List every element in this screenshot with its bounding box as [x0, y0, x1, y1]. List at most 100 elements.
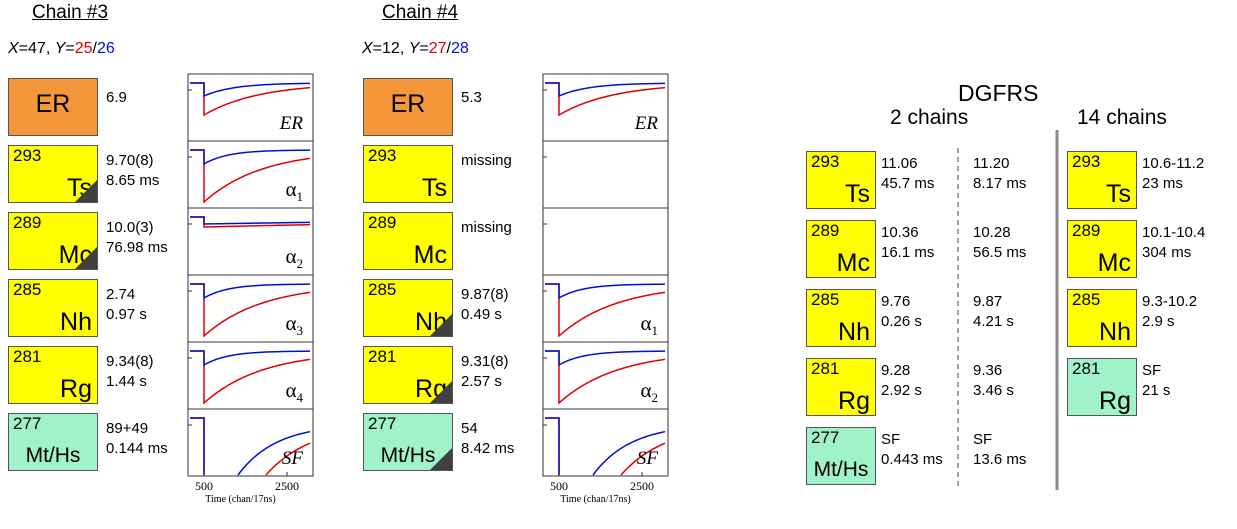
decay-time: 8.42 ms — [461, 440, 515, 457]
trace-panel-4: α3 — [187, 274, 314, 343]
chain4-nucleus-box-6: 277 Mt/Hs — [363, 413, 453, 471]
decay-energy: missing — [461, 152, 512, 169]
dgfrs-title: DGFRS — [958, 80, 1039, 106]
dgfrs-chain1-energy: SF — [881, 431, 901, 448]
mass-number: 277 — [811, 428, 840, 447]
chain4-nucleus-box-4: 285 Nh — [363, 279, 453, 337]
dgfrs-chain1-energy: 9.76 — [881, 293, 911, 310]
element-symbol: Mt/Hs — [813, 458, 869, 481]
corner-triangle-icon — [75, 247, 97, 269]
chain3-nucleus-box-3: 289 Mc — [8, 212, 98, 270]
mass-number: 293 — [368, 146, 397, 165]
trace-panel-6: SF — [187, 408, 314, 477]
trace-blue — [190, 283, 311, 300]
y-red-value: 27 — [428, 40, 447, 57]
trace-label-subscript: 4 — [297, 390, 304, 405]
decay-time: 0.144 ms — [106, 440, 168, 457]
chain3-nucleus-box-1: ER — [8, 78, 98, 136]
trace-blue-rise — [237, 430, 311, 476]
trace-label-subscript: 2 — [297, 256, 304, 271]
dgfrs-chain1-time: 2.92 s — [881, 382, 922, 399]
y-eq: = — [419, 40, 429, 57]
trace-blue — [190, 82, 311, 98]
chain4-nucleus-box-5: 281 Rg — [363, 346, 453, 404]
decay-energy: 9.70(8) — [106, 152, 154, 169]
corner-triangle-icon — [430, 381, 452, 403]
y-eq: = — [65, 40, 75, 57]
decay-time: 8.65 ms — [106, 172, 160, 189]
mass-number: 293 — [13, 146, 42, 165]
trace-blue-step — [545, 417, 560, 475]
element-symbol: Nh — [60, 308, 92, 336]
element-symbol: Ts — [845, 180, 870, 208]
element-symbol: ER — [390, 90, 426, 118]
trace-frame — [542, 140, 669, 209]
x-tick-label: 500 — [195, 479, 213, 493]
dgfrs-chain1-energy: 9.28 — [881, 362, 911, 379]
y-slash: / — [446, 40, 451, 57]
mass-number: 293 — [811, 152, 840, 171]
chain3-title: Chain #3 — [32, 2, 109, 23]
x-value: =47, — [18, 40, 55, 57]
dgfrs-nucleus-box-2: 289 Mc — [806, 220, 876, 278]
trace-panel-3 — [542, 207, 669, 276]
dgfrs-chain1-time: 0.443 ms — [881, 451, 943, 468]
dgfrs-14chain-time: 23 ms — [1142, 175, 1183, 192]
trace-blue — [545, 350, 666, 367]
y-blue-value: 26 — [96, 40, 115, 57]
dgfrs-14chain-time: 21 s — [1142, 382, 1171, 399]
decay-time: 1.44 s — [106, 373, 147, 390]
dgfrs-nucleus-box-3: 285 Nh — [806, 289, 876, 347]
element-symbol: Nh — [1099, 318, 1131, 346]
dgfrs-chain2-energy: 9.87 — [973, 293, 1003, 310]
chain3-nucleus-box-2: 293 Ts — [8, 145, 98, 203]
trace-frame — [542, 408, 669, 477]
trace-blue-rise — [592, 430, 666, 476]
dgfrs-14chain-time: 2.9 s — [1142, 313, 1175, 330]
chain4-nucleus-box-2: 293 Ts — [363, 145, 453, 203]
element-symbol: Mc — [1097, 249, 1131, 277]
decay-energy: 5.3 — [461, 89, 482, 106]
trace-red — [545, 82, 666, 117]
mass-number: 289 — [368, 213, 397, 232]
dgfrs-14chain-time: 304 ms — [1142, 244, 1192, 261]
decay-time: 0.97 s — [106, 306, 147, 323]
element-symbol: Rg — [60, 375, 92, 403]
trace-red-rise — [620, 442, 666, 476]
dgfrs-chain2-time: 56.5 ms — [973, 244, 1027, 261]
chain4-xy-label: X=12, Y=27/28 — [362, 40, 469, 58]
chain4-nucleus-box-1: ER — [363, 78, 453, 136]
decay-energy: missing — [461, 219, 512, 236]
decay-energy: 9.34(8) — [106, 353, 154, 370]
trace-label: SF — [637, 448, 659, 469]
element-symbol: Mc — [413, 241, 447, 269]
trace-panel-5: α2 — [542, 341, 669, 410]
trace-red-rise — [265, 442, 311, 476]
dgfrs-nucleus-box-4: 281 Rg — [806, 358, 876, 416]
trace-panel-2 — [542, 140, 669, 209]
mass-number: 289 — [13, 213, 42, 232]
dgfrs-chain1-time: 0.26 s — [881, 313, 922, 330]
x-axis-label: Time (chan/17ns) — [560, 494, 630, 505]
dgfrs-14chain-box-2: 289 Mc — [1067, 220, 1137, 278]
y-slash: / — [92, 40, 97, 57]
dgfrs-chain2-time: 3.46 s — [973, 382, 1014, 399]
mass-number: 281 — [368, 347, 397, 366]
dgfrs-nucleus-box-1: 293 Ts — [806, 151, 876, 209]
element-symbol: Mt/Hs — [380, 444, 436, 467]
trace-blue — [190, 350, 311, 367]
dgfrs-chain2-energy: 10.28 — [973, 224, 1011, 241]
mass-number: 285 — [13, 280, 42, 299]
trace-blue — [190, 149, 311, 166]
chain4-title: Chain #4 — [382, 2, 459, 23]
element-symbol: Rg — [838, 387, 870, 415]
y-symbol: Y — [54, 40, 66, 57]
trace-red — [190, 350, 311, 405]
dgfrs-14chain-box-1: 293 Ts — [1067, 151, 1137, 209]
dgfrs-14chain-box-3: 285 Nh — [1067, 289, 1137, 347]
y-red-value: 25 — [74, 40, 93, 57]
decay-time: 0.49 s — [461, 306, 502, 323]
dgfrs-chain1-energy: 10.36 — [881, 224, 919, 241]
x-tick-label: 2500 — [275, 479, 299, 493]
